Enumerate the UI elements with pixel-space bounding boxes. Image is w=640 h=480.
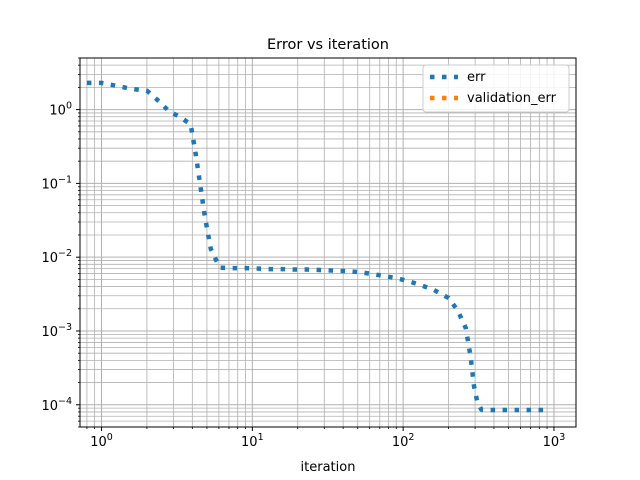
y-tick-label: 10−4	[41, 396, 72, 414]
tick-layer: 100 101 102 103 10−4 10−3 10−2 10−1 100	[41, 57, 566, 450]
x-tick-label: 102	[392, 432, 415, 450]
y-tick-label: 100	[49, 101, 72, 119]
series-layer	[86, 80, 548, 413]
legend-label-validation-err: validation_err	[467, 91, 557, 106]
y-tick-label: 10−1	[41, 174, 72, 192]
y-tick-label: 10−2	[41, 248, 72, 266]
plot-frame	[79, 57, 577, 428]
legend-frame	[422, 64, 570, 113]
legend-label-err: err	[467, 70, 486, 85]
legend: err validation_err	[422, 64, 570, 113]
x-tick-label: 100	[90, 432, 113, 450]
x-axis-label: iteration	[301, 460, 356, 475]
y-tick-label: 10−3	[41, 322, 72, 340]
chart-title: Error vs iteration	[267, 37, 389, 53]
x-tick-label: 103	[543, 432, 566, 450]
x-tick-label: 101	[241, 432, 264, 450]
series-line-err	[86, 80, 548, 413]
